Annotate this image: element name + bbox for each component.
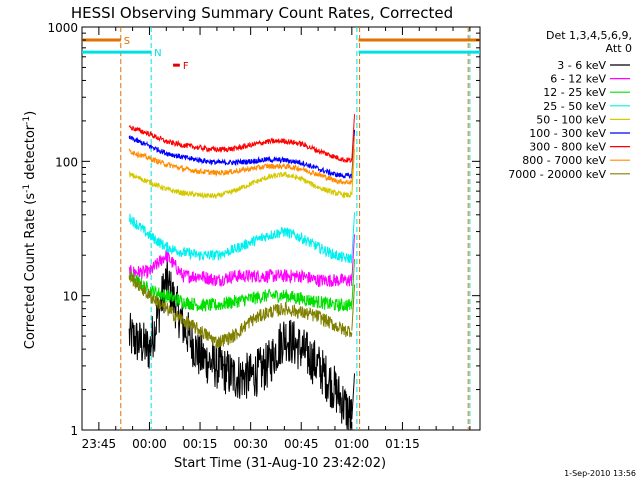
- plot-frame: [81, 26, 481, 431]
- legend-entry-label: 25 - 50 keV: [543, 100, 606, 113]
- x-tick-label: 23:45: [82, 437, 117, 451]
- legend-entry-label: 12 - 25 keV: [543, 86, 606, 99]
- series-line: [128, 213, 353, 264]
- y-tick-label: 100: [55, 155, 78, 169]
- series-line: [128, 170, 353, 200]
- series-line: [128, 271, 353, 349]
- annotation-lines: S N F: [82, 27, 480, 430]
- series-line: [128, 249, 353, 288]
- axis-ticks: 23:45 00:00 00:15 00:30 00:45 01:00 01:15 1 10 10…: [47, 21, 480, 451]
- x-tick-label: 00:15: [183, 437, 218, 451]
- x-axis-label: Start Time (31-Aug-10 23:42:02): [174, 456, 386, 471]
- series-line: [128, 258, 353, 431]
- legend-header-line1: Det 1,3,4,5,6,9,: [546, 29, 632, 42]
- chart-title: HESSI Observing Summary Count Rates, Cor…: [71, 4, 453, 22]
- series-spike: [351, 136, 356, 183]
- legend-entry-label: 100 - 300 keV: [529, 127, 606, 140]
- x-tick-label: 00:30: [233, 437, 268, 451]
- flag-label-n: N: [154, 48, 161, 59]
- legend-header-line2: Att 0: [606, 42, 632, 55]
- data-series: [128, 114, 356, 431]
- series-line: [128, 135, 353, 179]
- y-tick-label: 10: [63, 290, 78, 304]
- x-tick-label: 00:00: [132, 437, 167, 451]
- legend-entry-label: 3 - 6 keV: [557, 59, 606, 72]
- series-line: [128, 148, 353, 185]
- series-spike: [351, 284, 356, 331]
- x-tick-label: 01:00: [335, 437, 370, 451]
- x-tick-label: 00:45: [284, 437, 319, 451]
- flag-label-f: F: [183, 61, 189, 72]
- y-axis-label: Corrected Count Rate (s-1 detector-1): [22, 111, 38, 349]
- x-tick-label: 01:15: [385, 437, 420, 451]
- y-tick-label: 1000: [47, 21, 78, 35]
- y-tick-label: 1: [70, 424, 78, 438]
- legend-entry-label: 800 - 7000 keV: [522, 154, 606, 167]
- series-spike: [351, 259, 356, 306]
- series-spike: [351, 114, 356, 161]
- legend-entry-label: 300 - 800 keV: [529, 141, 606, 154]
- series-spike: [351, 234, 356, 281]
- series-spike: [351, 373, 356, 420]
- legend-entry-label: 50 - 100 keV: [536, 113, 606, 126]
- legend-entry-label: 6 - 12 keV: [550, 73, 606, 86]
- series-line: [128, 270, 353, 312]
- series-spike: [351, 149, 356, 196]
- series-spike: [351, 212, 356, 259]
- series-line: [128, 124, 353, 164]
- flag-label-s: S: [124, 36, 130, 47]
- timestamp: 1-Sep-2010 13:56: [564, 469, 636, 478]
- legend-entry-label: 7000 - 20000 keV: [508, 168, 606, 181]
